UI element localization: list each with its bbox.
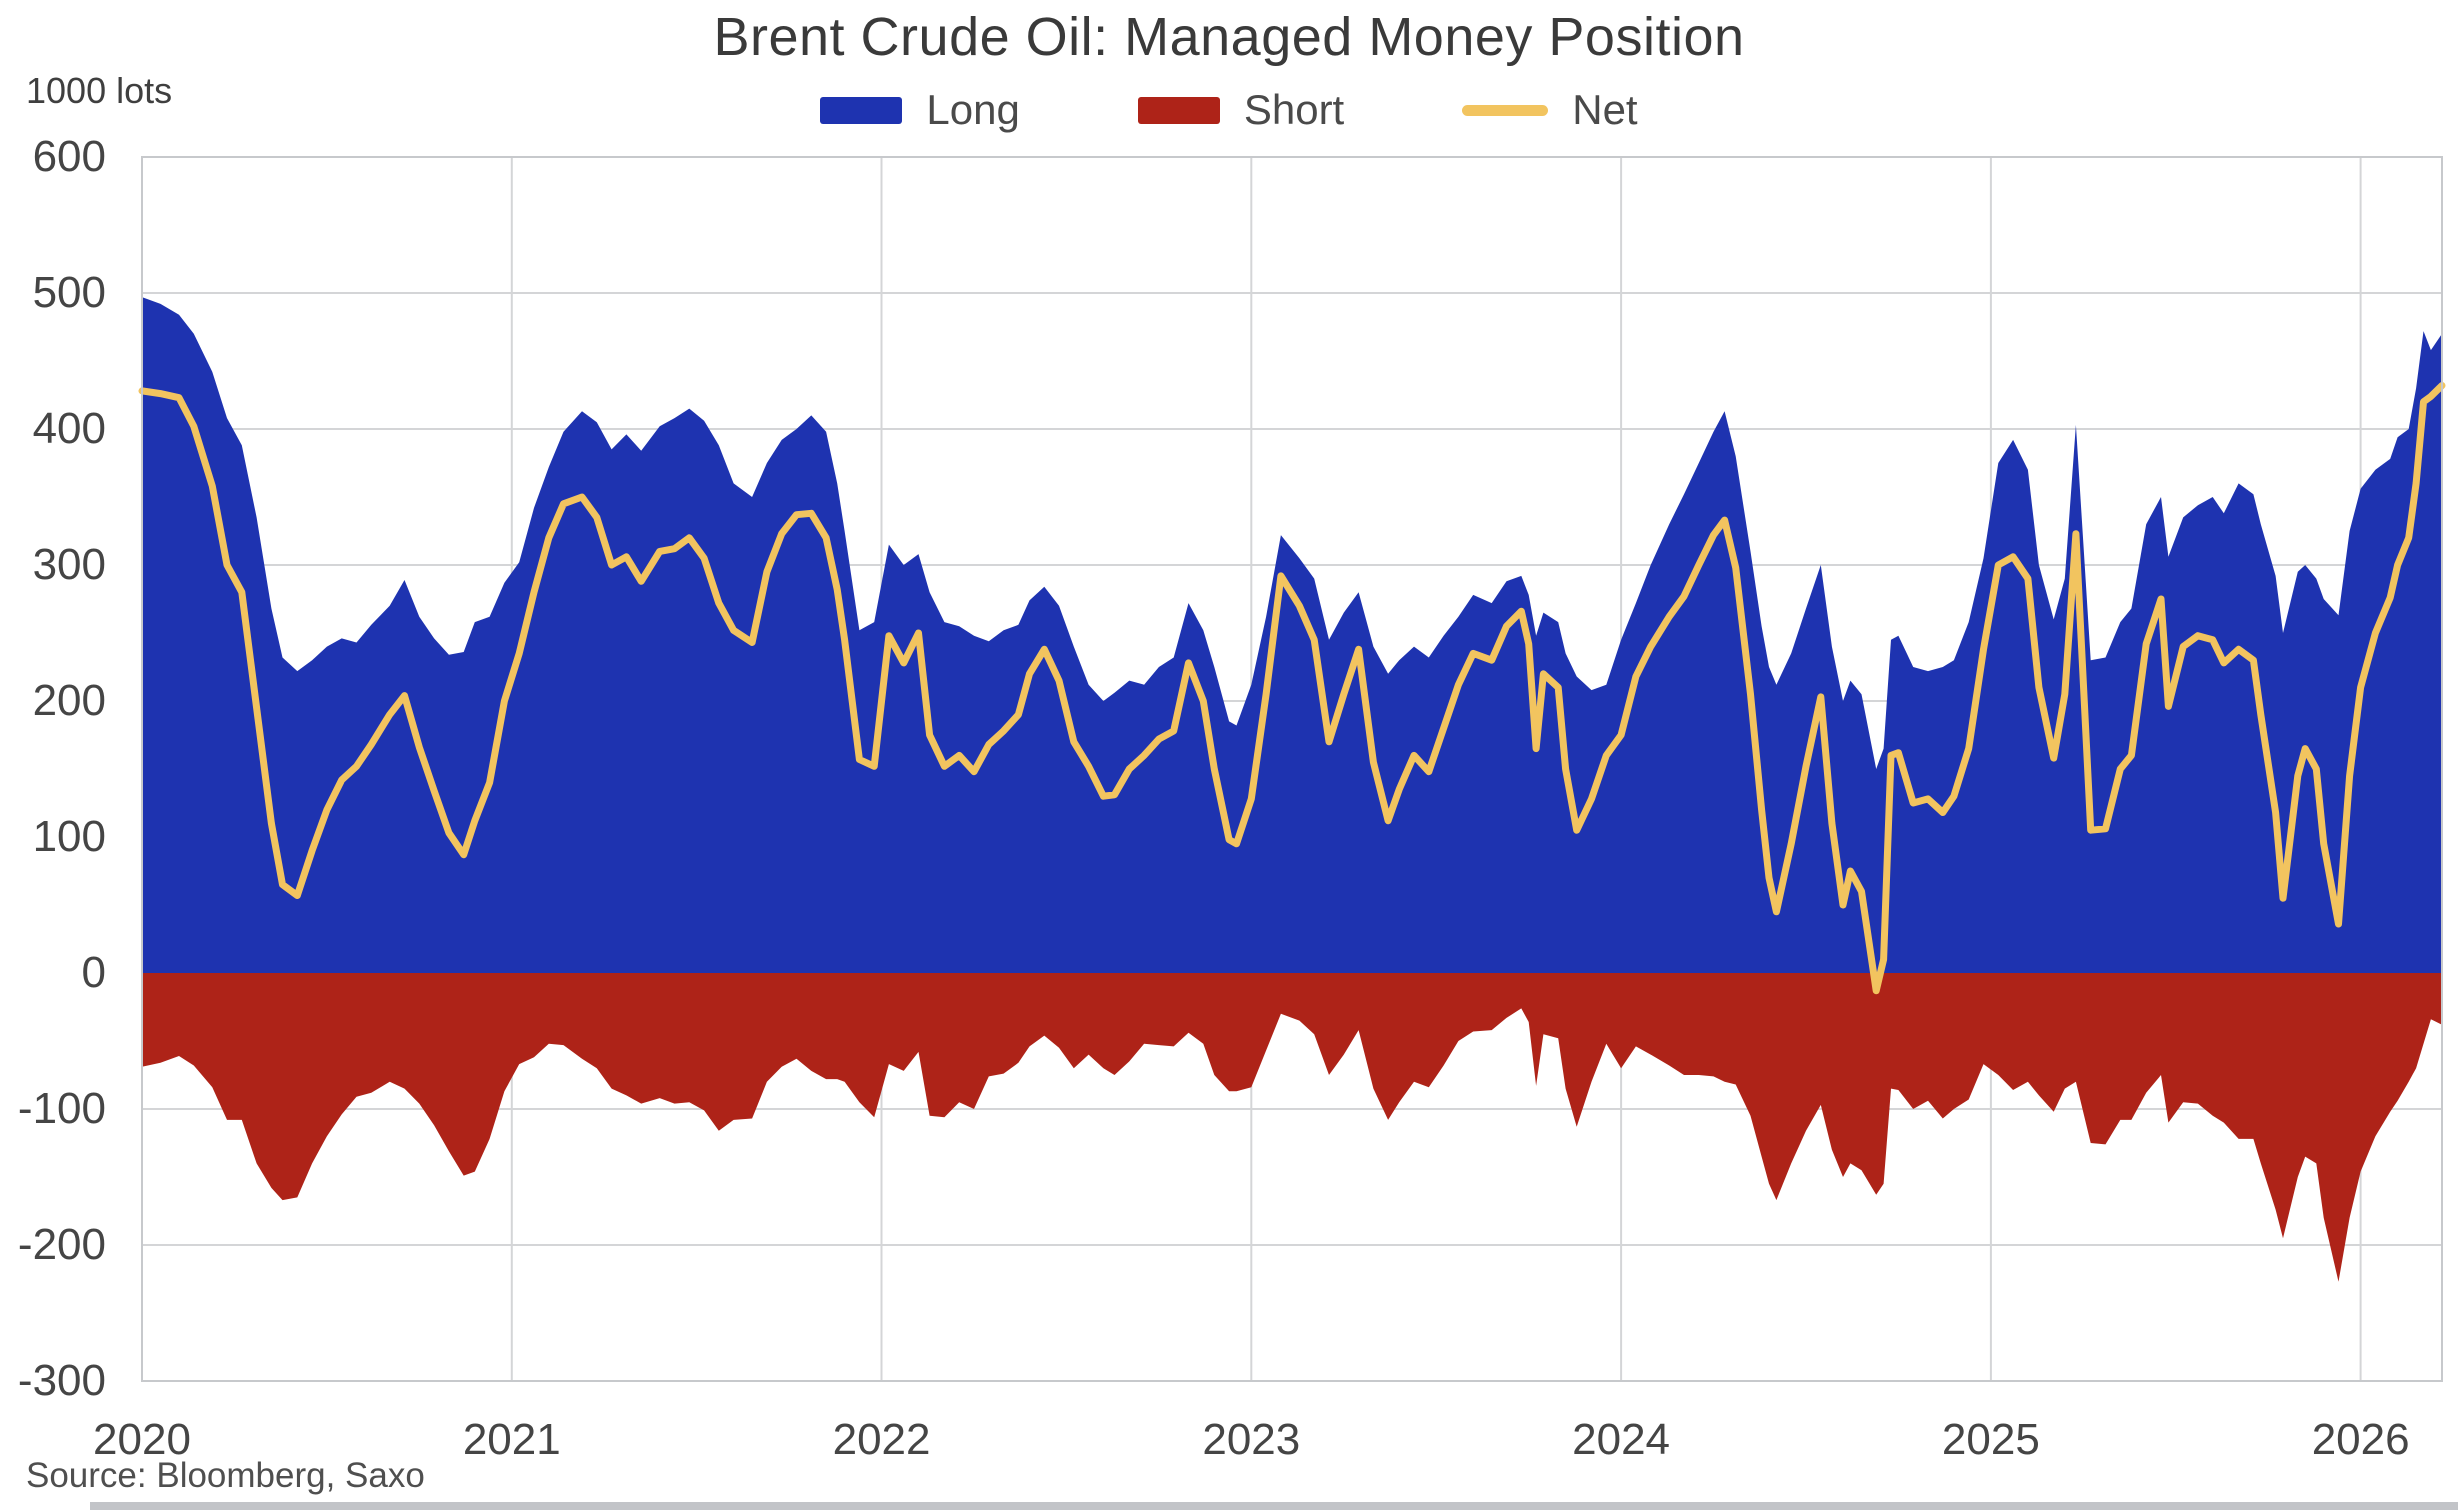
legend-item-short: Short <box>1137 86 1345 134</box>
y-tick-label: 100 <box>32 812 106 861</box>
plot-frame <box>141 156 2443 1382</box>
legend-item-net: Net <box>1462 86 1638 134</box>
legend: Long Short Net <box>0 86 2458 134</box>
legend-label-long: Long <box>926 86 1020 133</box>
long-swatch-icon <box>820 96 903 124</box>
y-tick-label: 500 <box>32 268 106 317</box>
x-tick-label: 2022 <box>832 1415 931 1464</box>
x-tick-label: 2023 <box>1202 1415 1301 1464</box>
legend-label-net: Net <box>1572 86 1638 133</box>
x-tick-label: 2021 <box>462 1415 561 1464</box>
net-line <box>138 382 2446 995</box>
x-tick-label: 2026 <box>2311 1415 2410 1464</box>
y-tick-label: 300 <box>32 540 106 589</box>
source-note: Source: Bloomberg, Saxo <box>26 1456 425 1495</box>
legend-label-short: Short <box>1243 86 1345 133</box>
bottom-divider <box>90 1502 2458 1510</box>
net-swatch-icon <box>1462 104 1549 116</box>
area-long <box>142 297 2442 974</box>
y-tick-label: -200 <box>17 1220 106 1269</box>
y-tick-label: 400 <box>32 404 106 453</box>
y-tick-label: -300 <box>17 1356 106 1405</box>
area-short <box>142 973 2442 1282</box>
y-tick-label: 200 <box>32 676 106 725</box>
y-tick-label: 0 <box>81 948 106 997</box>
legend-item-long: Long <box>820 86 1020 134</box>
y-axis-unit-label: 1000 lots <box>26 70 173 111</box>
x-tick-label: 2020 <box>93 1415 191 1464</box>
short-swatch-icon <box>1137 96 1220 124</box>
x-tick-label: 2024 <box>1572 1415 1671 1464</box>
x-tick-label: 2025 <box>1941 1415 2040 1464</box>
y-tick-label: -100 <box>17 1084 106 1133</box>
chart-title: Brent Crude Oil: Managed Money Position <box>713 7 1745 67</box>
y-tick-label: 600 <box>32 132 106 181</box>
